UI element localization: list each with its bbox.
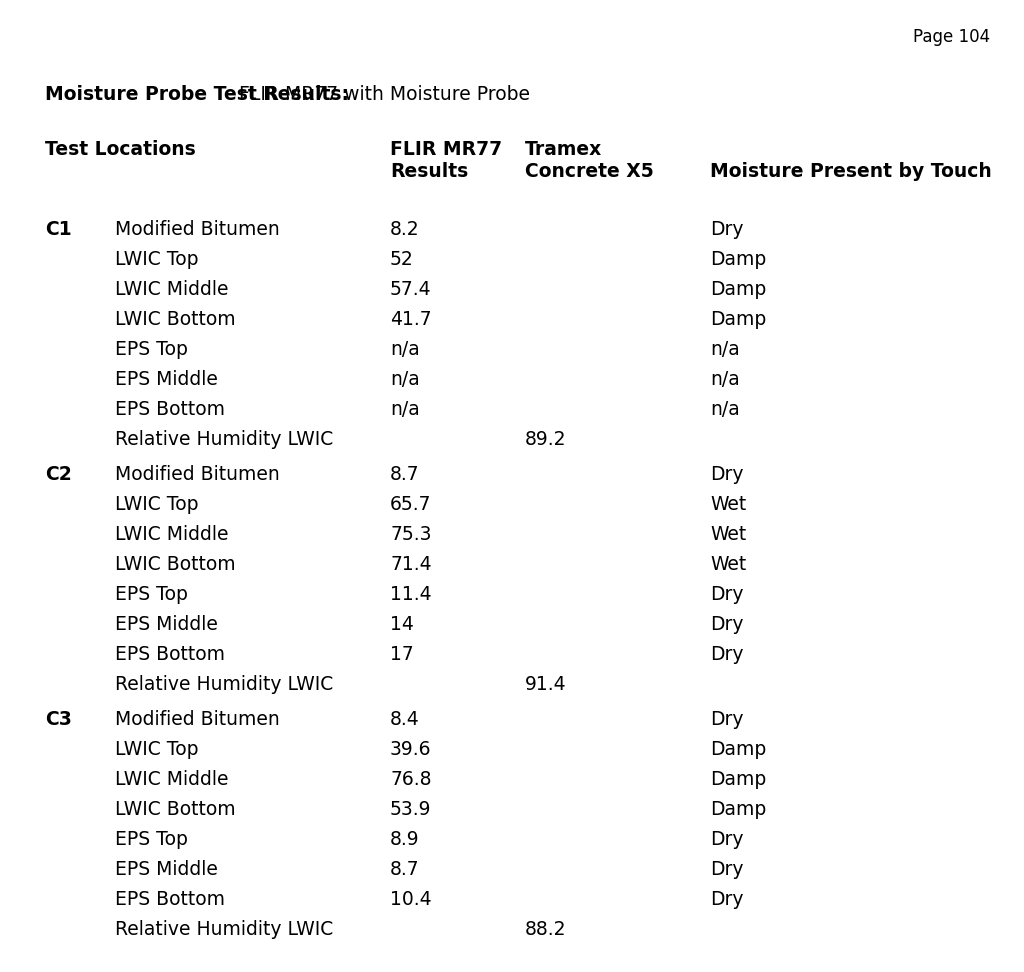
Text: Damp: Damp bbox=[710, 770, 766, 789]
Text: 8.9: 8.9 bbox=[390, 830, 420, 849]
Text: LWIC Bottom: LWIC Bottom bbox=[115, 310, 236, 329]
Text: Dry: Dry bbox=[710, 890, 743, 909]
Text: Dry: Dry bbox=[710, 830, 743, 849]
Text: C3: C3 bbox=[45, 710, 72, 729]
Text: Page 104: Page 104 bbox=[912, 28, 990, 46]
Text: Modified Bitumen: Modified Bitumen bbox=[115, 710, 280, 729]
Text: 14: 14 bbox=[390, 615, 414, 634]
Text: 71.4: 71.4 bbox=[390, 555, 432, 574]
Text: Results: Results bbox=[390, 162, 468, 181]
Text: 75.3: 75.3 bbox=[390, 525, 431, 544]
Text: 39.6: 39.6 bbox=[390, 740, 431, 759]
Text: Wet: Wet bbox=[710, 495, 746, 514]
Text: EPS Bottom: EPS Bottom bbox=[115, 645, 225, 664]
Text: 52: 52 bbox=[390, 250, 414, 269]
Text: EPS Bottom: EPS Bottom bbox=[115, 890, 225, 909]
Text: Damp: Damp bbox=[710, 310, 766, 329]
Text: 88.2: 88.2 bbox=[525, 920, 566, 939]
Text: Relative Humidity LWIC: Relative Humidity LWIC bbox=[115, 675, 333, 694]
Text: Moisture Probe Test Results:: Moisture Probe Test Results: bbox=[45, 85, 349, 104]
Text: 8.7: 8.7 bbox=[390, 860, 420, 879]
Text: Wet: Wet bbox=[710, 555, 746, 574]
Text: 89.2: 89.2 bbox=[525, 430, 566, 449]
Text: 65.7: 65.7 bbox=[390, 495, 431, 514]
Text: n/a: n/a bbox=[390, 340, 420, 359]
Text: LWIC Middle: LWIC Middle bbox=[115, 525, 228, 544]
Text: 8.7: 8.7 bbox=[390, 465, 420, 484]
Text: Dry: Dry bbox=[710, 615, 743, 634]
Text: Wet: Wet bbox=[710, 525, 746, 544]
Text: 57.4: 57.4 bbox=[390, 280, 432, 299]
Text: Dry: Dry bbox=[710, 465, 743, 484]
Text: Concrete X5: Concrete X5 bbox=[525, 162, 653, 181]
Text: EPS Middle: EPS Middle bbox=[115, 615, 218, 634]
Text: Test Locations: Test Locations bbox=[45, 140, 196, 159]
Text: Tramex: Tramex bbox=[525, 140, 602, 159]
Text: 10.4: 10.4 bbox=[390, 890, 432, 909]
Text: C2: C2 bbox=[45, 465, 72, 484]
Text: EPS Top: EPS Top bbox=[115, 830, 187, 849]
Text: 11.4: 11.4 bbox=[390, 585, 432, 604]
Text: EPS Bottom: EPS Bottom bbox=[115, 400, 225, 419]
Text: Dry: Dry bbox=[710, 220, 743, 239]
Text: n/a: n/a bbox=[390, 370, 420, 389]
Text: LWIC Bottom: LWIC Bottom bbox=[115, 800, 236, 819]
Text: Modified Bitumen: Modified Bitumen bbox=[115, 220, 280, 239]
Text: 8.4: 8.4 bbox=[390, 710, 420, 729]
Text: Damp: Damp bbox=[710, 280, 766, 299]
Text: Damp: Damp bbox=[710, 800, 766, 819]
Text: n/a: n/a bbox=[390, 400, 420, 419]
Text: 91.4: 91.4 bbox=[525, 675, 566, 694]
Text: EPS Middle: EPS Middle bbox=[115, 370, 218, 389]
Text: 8.2: 8.2 bbox=[390, 220, 420, 239]
Text: Moisture Present by Touch: Moisture Present by Touch bbox=[710, 162, 992, 181]
Text: 53.9: 53.9 bbox=[390, 800, 431, 819]
Text: LWIC Top: LWIC Top bbox=[115, 740, 199, 759]
Text: Modified Bitumen: Modified Bitumen bbox=[115, 465, 280, 484]
Text: Damp: Damp bbox=[710, 250, 766, 269]
Text: 17: 17 bbox=[390, 645, 414, 664]
Text: LWIC Top: LWIC Top bbox=[115, 250, 199, 269]
Text: 41.7: 41.7 bbox=[390, 310, 432, 329]
Text: LWIC Middle: LWIC Middle bbox=[115, 280, 228, 299]
Text: LWIC Bottom: LWIC Bottom bbox=[115, 555, 236, 574]
Text: Damp: Damp bbox=[710, 740, 766, 759]
Text: Relative Humidity LWIC: Relative Humidity LWIC bbox=[115, 430, 333, 449]
Text: C1: C1 bbox=[45, 220, 72, 239]
Text: LWIC Middle: LWIC Middle bbox=[115, 770, 228, 789]
Text: EPS Top: EPS Top bbox=[115, 340, 187, 359]
Text: Relative Humidity LWIC: Relative Humidity LWIC bbox=[115, 920, 333, 939]
Text: Dry: Dry bbox=[710, 710, 743, 729]
Text: LWIC Top: LWIC Top bbox=[115, 495, 199, 514]
Text: n/a: n/a bbox=[710, 340, 739, 359]
Text: 76.8: 76.8 bbox=[390, 770, 431, 789]
Text: FLIR MR77 with Moisture Probe: FLIR MR77 with Moisture Probe bbox=[233, 85, 530, 104]
Text: Dry: Dry bbox=[710, 860, 743, 879]
Text: n/a: n/a bbox=[710, 400, 739, 419]
Text: Dry: Dry bbox=[710, 585, 743, 604]
Text: FLIR MR77: FLIR MR77 bbox=[390, 140, 502, 159]
Text: Dry: Dry bbox=[710, 645, 743, 664]
Text: n/a: n/a bbox=[710, 370, 739, 389]
Text: EPS Middle: EPS Middle bbox=[115, 860, 218, 879]
Text: EPS Top: EPS Top bbox=[115, 585, 187, 604]
